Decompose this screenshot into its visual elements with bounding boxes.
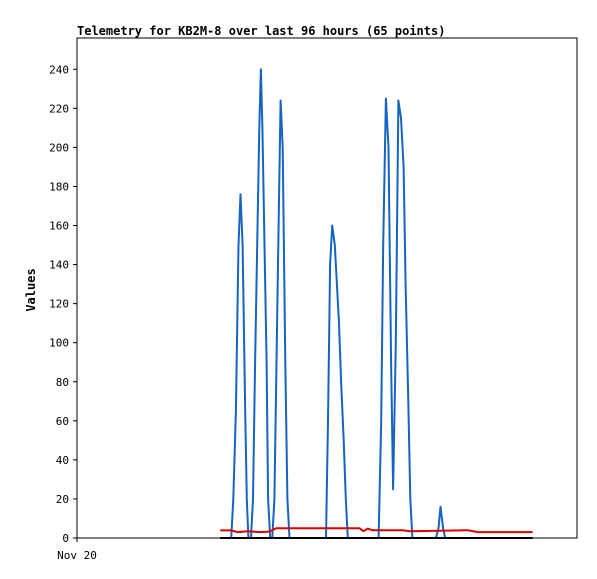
chart-title: Telemetry for KB2M-8 over last 96 hours … [77, 24, 445, 38]
series-line-1 [220, 527, 533, 534]
y-tick-label: 0 [62, 532, 69, 545]
y-tick-label: 140 [49, 259, 69, 272]
y-tick-label: 180 [49, 180, 69, 193]
y-tick-label: 220 [49, 102, 69, 115]
y-tick-label: 80 [56, 376, 69, 389]
x-axis-ticks: Nov 20 [57, 538, 97, 562]
series-layer [220, 68, 533, 539]
y-tick-label: 200 [49, 141, 69, 154]
x-tick-label: Nov 20 [57, 549, 97, 562]
y-tick-label: 120 [49, 298, 69, 311]
y-axis-ticks: 0 20 40 60 80 100 120 140 160 180 200 220 240 [49, 63, 77, 545]
y-tick-label: 20 [56, 493, 69, 506]
y-axis-label: Values [24, 268, 38, 311]
y-tick-label: 240 [49, 63, 69, 76]
y-tick-label: 60 [56, 415, 69, 428]
series-line-0 [220, 68, 447, 539]
y-tick-label: 40 [56, 454, 69, 467]
y-tick-label: 160 [49, 220, 69, 233]
y-tick-label: 100 [49, 337, 69, 350]
